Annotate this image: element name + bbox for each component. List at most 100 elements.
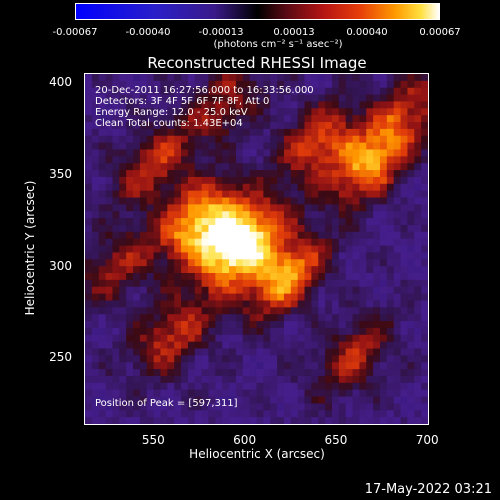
heatmap-cell [133, 122, 141, 130]
heatmap-cell [263, 327, 271, 336]
heatmap-cell [270, 87, 278, 96]
heatmap-cell [126, 224, 134, 233]
image-plot-area[interactable] [84, 73, 429, 425]
heatmap-cell [331, 149, 340, 157]
heatmap-cell [146, 190, 155, 199]
heatmap-cell [181, 293, 189, 302]
heatmap-cell [331, 94, 340, 103]
heatmap-cell [297, 259, 306, 267]
heatmap-cell [414, 115, 422, 123]
heatmap-cell [235, 183, 244, 192]
heatmap-cell [325, 417, 333, 424]
heatmap-cell [270, 396, 278, 405]
heatmap-cell [277, 382, 285, 391]
heatmap-cell [208, 176, 216, 185]
heatmap-cell [400, 224, 409, 233]
heatmap-cell [98, 382, 107, 391]
heatmap-cell [304, 122, 312, 130]
heatmap-cell [386, 149, 395, 157]
heatmap-cell [201, 190, 210, 199]
heatmap-cell [160, 245, 168, 254]
heatmap-cell [174, 369, 182, 377]
heatmap-cell [366, 369, 374, 377]
heatmap-cell [318, 176, 326, 185]
heatmap-cell [379, 108, 388, 116]
heatmap-cell [325, 314, 333, 322]
heatmap-cell [222, 266, 230, 274]
heatmap-cell [318, 410, 326, 418]
heatmap-cell [318, 149, 326, 157]
heatmap-cell [263, 87, 271, 96]
heatmap-cell [283, 273, 292, 281]
heatmap-cell [133, 266, 141, 274]
heatmap-cell [201, 266, 210, 274]
heatmap-cell [373, 156, 381, 164]
heatmap-cell [194, 156, 203, 164]
heatmap-cell [379, 245, 388, 254]
heatmap-cell [283, 80, 292, 89]
heatmap-cell [393, 279, 402, 288]
heatmap-cell [208, 321, 216, 329]
heatmap-cell [297, 176, 306, 185]
heatmap-cell [283, 218, 292, 226]
heatmap-cell [146, 238, 155, 247]
heatmap-cell [105, 142, 114, 151]
heatmap-cell [352, 369, 360, 377]
heatmap-cell [331, 170, 340, 178]
heatmap-cell [263, 252, 271, 260]
heatmap-cell [85, 231, 93, 240]
heatmap-cell [400, 218, 409, 226]
heatmap-cell [153, 163, 162, 171]
heatmap-cell [290, 410, 299, 418]
heatmap-cell [85, 403, 93, 411]
heatmap-cell [352, 122, 360, 130]
heatmap-cell [359, 94, 367, 103]
heatmap-cell [277, 94, 285, 103]
heatmap-cell [393, 362, 402, 370]
heatmap-cell [91, 266, 100, 274]
heatmap-cell [146, 286, 155, 295]
heatmap-cell [229, 375, 237, 384]
heatmap-cell [256, 266, 264, 274]
heatmap-cell [201, 314, 210, 322]
heatmap-cell [325, 115, 333, 123]
heatmap-cell [85, 183, 93, 192]
heatmap-cell [242, 307, 251, 315]
heatmap-cell [208, 375, 216, 384]
heatmap-cell [297, 197, 306, 205]
heatmap-cell [174, 327, 182, 336]
heatmap-cell [297, 286, 306, 295]
heatmap-cell [105, 74, 114, 82]
heatmap-cell [194, 314, 203, 322]
heatmap-cell [242, 273, 251, 281]
heatmap-cell [283, 286, 292, 295]
heatmap-cell [263, 218, 271, 226]
heatmap-cell [379, 348, 388, 356]
heatmap-cell [304, 101, 312, 109]
heatmap-cell [290, 108, 299, 116]
heatmap-cell [229, 80, 237, 89]
heatmap-cell [105, 375, 114, 384]
heatmap-cell [201, 245, 210, 254]
heatmap-cell [297, 238, 306, 247]
heatmap-cell [400, 417, 409, 424]
heatmap-cell [146, 142, 155, 151]
heatmap-cell [139, 128, 148, 137]
heatmap-cell [277, 396, 285, 405]
heatmap-cell [174, 279, 182, 288]
heatmap-cell [201, 238, 210, 247]
heatmap-cell [160, 389, 168, 398]
heatmap-cell [256, 355, 264, 363]
heatmap-cell [160, 348, 168, 356]
heatmap-cell [331, 135, 340, 144]
heatmap-cell [304, 74, 312, 82]
heatmap-cell [229, 218, 237, 226]
heatmap-cell [331, 238, 340, 247]
heatmap-cell [386, 369, 395, 377]
heatmap-cell [235, 273, 244, 281]
heatmap-cell [133, 156, 141, 164]
heatmap-cell [256, 396, 264, 405]
heatmap-cell [139, 403, 148, 411]
heatmap-cell [139, 94, 148, 103]
heatmap-cell [277, 156, 285, 164]
